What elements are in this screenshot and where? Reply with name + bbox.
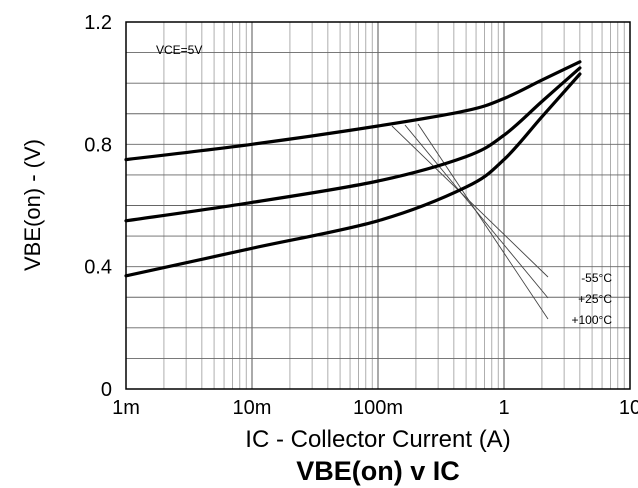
x-tick-label: 10m	[233, 397, 272, 419]
legend-leader-lines	[391, 123, 549, 320]
plot-frame	[125, 21, 631, 390]
legend-label: +25°C	[578, 292, 612, 306]
x-tick-label: 10	[619, 397, 638, 419]
grid	[125, 21, 630, 390]
legend-label: -55°C	[581, 271, 612, 285]
tick-labels: 1m 10m 100m 1 10 0 0.4 0.8 1.2	[84, 12, 638, 419]
legend-label: +100°C	[572, 313, 613, 327]
series-line-1	[124, 60, 582, 162]
x-tick-label: 1	[498, 397, 509, 419]
condition-label: VCE=5V	[156, 43, 202, 57]
legend-leader-line	[417, 123, 549, 320]
y-axis-title: VBE(on) - (V)	[20, 139, 45, 271]
series-line-3	[124, 72, 582, 278]
series-lines	[124, 60, 582, 278]
y-tick-label: 0.8	[84, 134, 112, 156]
y-tick-label: 0	[101, 379, 112, 401]
x-tick-label: 1m	[112, 397, 140, 419]
chart-title: VBE(on) v IC	[296, 456, 460, 486]
x-tick-label: 100m	[353, 397, 403, 419]
x-axis-title: IC - Collector Current (A)	[245, 426, 510, 453]
series-line-2	[124, 66, 582, 223]
y-tick-label: 0.4	[84, 257, 112, 279]
y-tick-label: 1.2	[84, 12, 112, 34]
legend: -55°C +25°C +100°C	[572, 271, 613, 327]
